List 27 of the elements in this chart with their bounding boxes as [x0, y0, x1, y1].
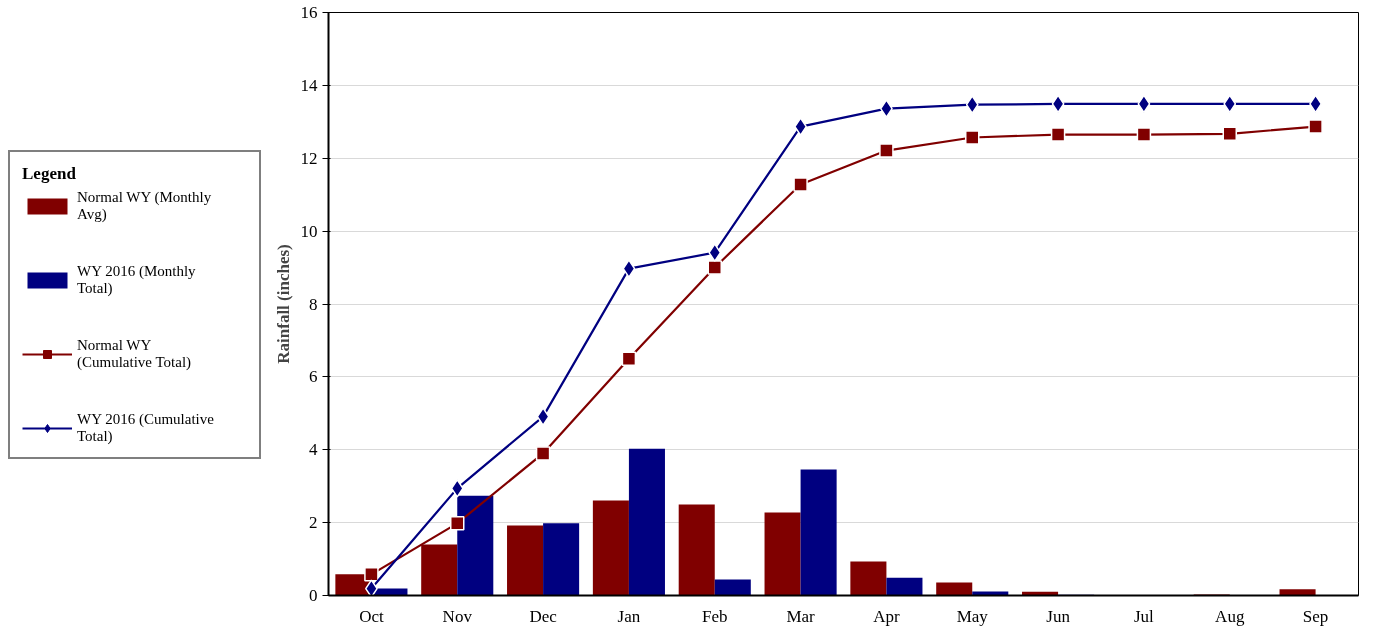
y-tick-label: 12: [300, 148, 318, 168]
x-tick-label: Mar: [786, 606, 816, 626]
legend-title: Legend: [22, 164, 77, 184]
x-tick-label: Nov: [442, 606, 473, 626]
x-tick-label: Aug: [1215, 606, 1245, 626]
y-tick-label: 16: [300, 3, 318, 22]
y-tick-label: 14: [300, 75, 318, 95]
legend-label: WY 2016 (Monthly Total): [77, 263, 197, 297]
x-tick-label: Feb: [702, 606, 728, 626]
x-tick-label: Dec: [529, 606, 558, 626]
x-tick-label: Sep: [1302, 606, 1329, 626]
x-tick-label: Oct: [359, 606, 384, 626]
y-tick-label: 2: [309, 513, 318, 533]
y-tick-label: 10: [300, 221, 318, 241]
y-tick-label: 8: [309, 294, 318, 314]
legend-label: WY 2016 (Cumulative Total): [77, 411, 215, 445]
x-tick-label: Jun: [1046, 606, 1071, 626]
legend-label: Normal WY (Monthly Avg): [77, 189, 213, 223]
y-axis-title: Rainfall (inches): [273, 244, 293, 364]
legend-label: Normal WY (Cumulative Total): [77, 337, 193, 371]
x-tick-label: Jan: [617, 606, 641, 626]
y-tick-label: 4: [309, 440, 318, 460]
x-tick-label: Jul: [1134, 606, 1155, 626]
y-tick-label: 6: [309, 367, 318, 387]
x-tick-label: Apr: [873, 606, 900, 626]
y-tick-label: 0: [309, 586, 318, 605]
x-tick-label: May: [956, 606, 989, 626]
